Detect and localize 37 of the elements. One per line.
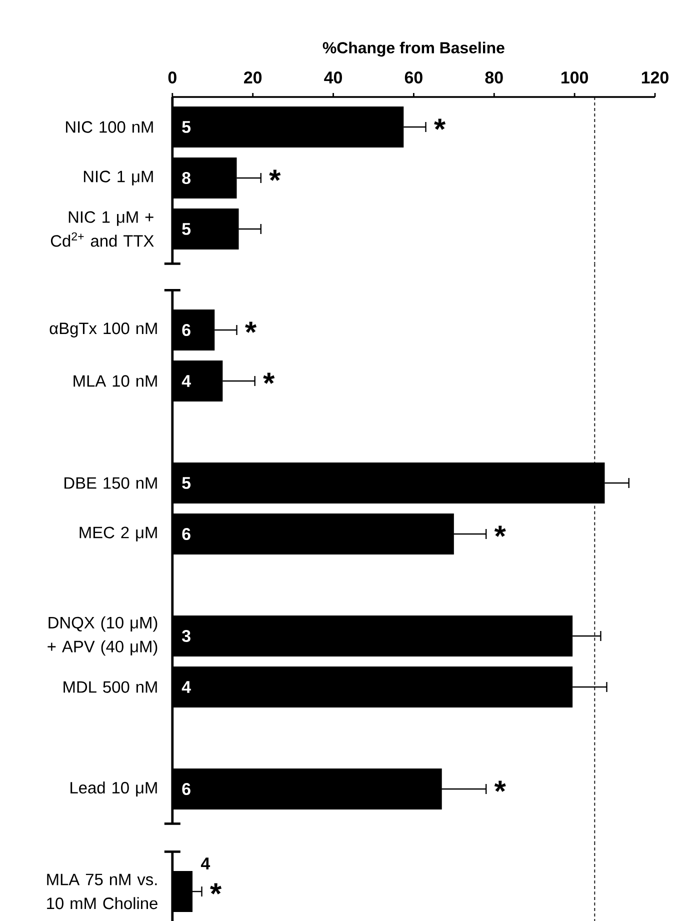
- y-tick-label: DNQX (10 μM) + APV (40 μM): [48, 616, 158, 656]
- annotation: 5: [182, 121, 191, 133]
- x-tick-label: 120: [642, 71, 668, 84]
- y-tick-label: αBgTx 100 nM: [50, 322, 157, 338]
- y-tick-label: MLA 75 nM vs. 10 mM Choline: [47, 874, 158, 910]
- annotation: 5: [182, 477, 191, 489]
- annotation: *: [210, 883, 222, 894]
- annotation: 6: [182, 528, 190, 540]
- x-tick-label: 60: [404, 71, 422, 84]
- x-tick-label: 100: [562, 71, 588, 84]
- annotation: *: [434, 118, 446, 130]
- x-axis-title: %Change from Baseline: [322, 42, 504, 57]
- annotation: 4: [200, 858, 210, 870]
- x-tick-label: 20: [244, 71, 262, 84]
- annotation: 5: [182, 223, 191, 235]
- y-tick-label: DBE 150 nM: [64, 477, 157, 489]
- annotation: 3: [182, 630, 190, 642]
- x-tick-label: 0: [168, 71, 176, 84]
- annotation: 8: [182, 172, 191, 184]
- y-tick-label: Lead 10 μM: [70, 781, 157, 797]
- annotation: *: [245, 322, 257, 333]
- y-tick-label: MEC 2 μM: [80, 526, 157, 542]
- y-tick-label: NIC 100 nM: [66, 121, 153, 133]
- annotation: *: [494, 526, 506, 537]
- annotation: 6: [182, 783, 190, 796]
- annotation: *: [263, 372, 275, 384]
- annotation: *: [494, 780, 506, 792]
- x-tick-label: 40: [324, 71, 342, 84]
- annotation: *: [269, 170, 281, 181]
- y-tick-label: MDL 500 nM: [64, 681, 157, 693]
- y-tick-label: NIC 1 μM: [84, 170, 153, 186]
- y-tick-label: MLA 10 nM: [74, 375, 157, 387]
- annotation: 4: [182, 375, 191, 387]
- x-tick-label: 80: [485, 71, 503, 84]
- annotation: 4: [182, 681, 191, 693]
- annotation: 6: [182, 324, 190, 336]
- y-tick-label: NIC 1 μM + Cd$^{2+}$ and TTX: [50, 211, 154, 247]
